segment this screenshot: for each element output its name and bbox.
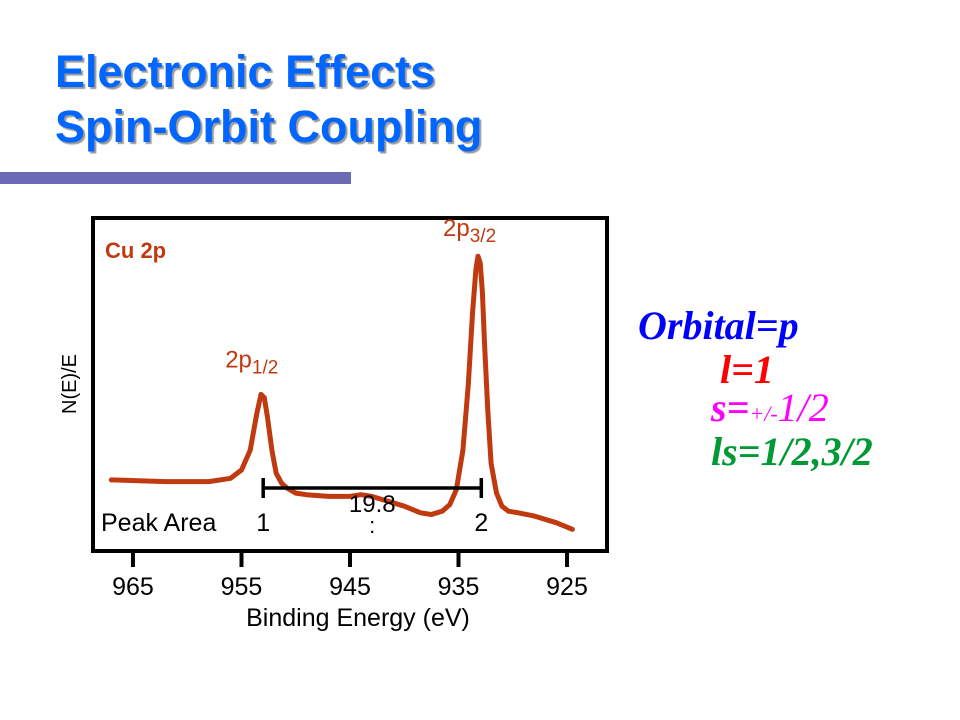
formula-s-prefix: s= — [711, 385, 750, 430]
peak-label-2p-1-2: 2p1/2 — [225, 346, 278, 378]
spectrum-series-line — [108, 253, 575, 532]
chart-title: Cu 2p — [105, 238, 166, 263]
x-axis-ticks — [130, 551, 570, 567]
x-tick-label-935: 935 — [438, 573, 480, 601]
peak-area-bracket — [261, 478, 484, 498]
title-line-2: Spin-Orbit Coupling — [55, 101, 483, 152]
peak-label-2p-3-2-sub: 3/2 — [470, 226, 496, 247]
peak-area-ratio-1: 1 — [256, 509, 270, 537]
formula-ls: ls=1/2,3/2 — [711, 429, 873, 474]
peak-area-ratio-colon: : — [369, 513, 375, 538]
formula-orbital: Orbital=p — [638, 303, 799, 348]
x-tick-label-955: 955 — [221, 573, 263, 601]
peak-label-2p-1-2-sub: 1/2 — [252, 357, 278, 378]
peak-separation-label: 19.8 — [349, 491, 396, 518]
peak-label-2p-3-2-base: 2p — [443, 215, 470, 242]
slide-title: Electronic Effects Spin-Orbit Coupling — [55, 44, 482, 154]
formula-s-plus-minus: +/- — [749, 401, 778, 426]
formula-l: l=1 — [720, 347, 774, 392]
peak-area-label: Peak Area — [101, 509, 216, 537]
title-underline-bar — [0, 172, 351, 184]
formula-s-value: 1/2 — [777, 385, 829, 430]
x-tick-label-965: 965 — [112, 573, 154, 601]
x-tick-label-925: 925 — [546, 573, 588, 601]
x-tick-label-945: 945 — [329, 573, 371, 601]
y-axis-label: N(E)/E — [59, 354, 81, 414]
peak-area-ratio-2: 2 — [474, 509, 488, 537]
peak-label-2p-3-2: 2p3/2 — [443, 215, 496, 247]
x-axis-label: Binding Energy (eV) — [246, 604, 470, 632]
formula-s: s=+/-1/2 — [711, 388, 829, 428]
peak-label-2p-1-2-base: 2p — [225, 346, 252, 373]
title-line-1: Electronic Effects — [55, 46, 436, 97]
x-axis-tick-labels: 965 955 945 935 925 — [112, 573, 588, 601]
